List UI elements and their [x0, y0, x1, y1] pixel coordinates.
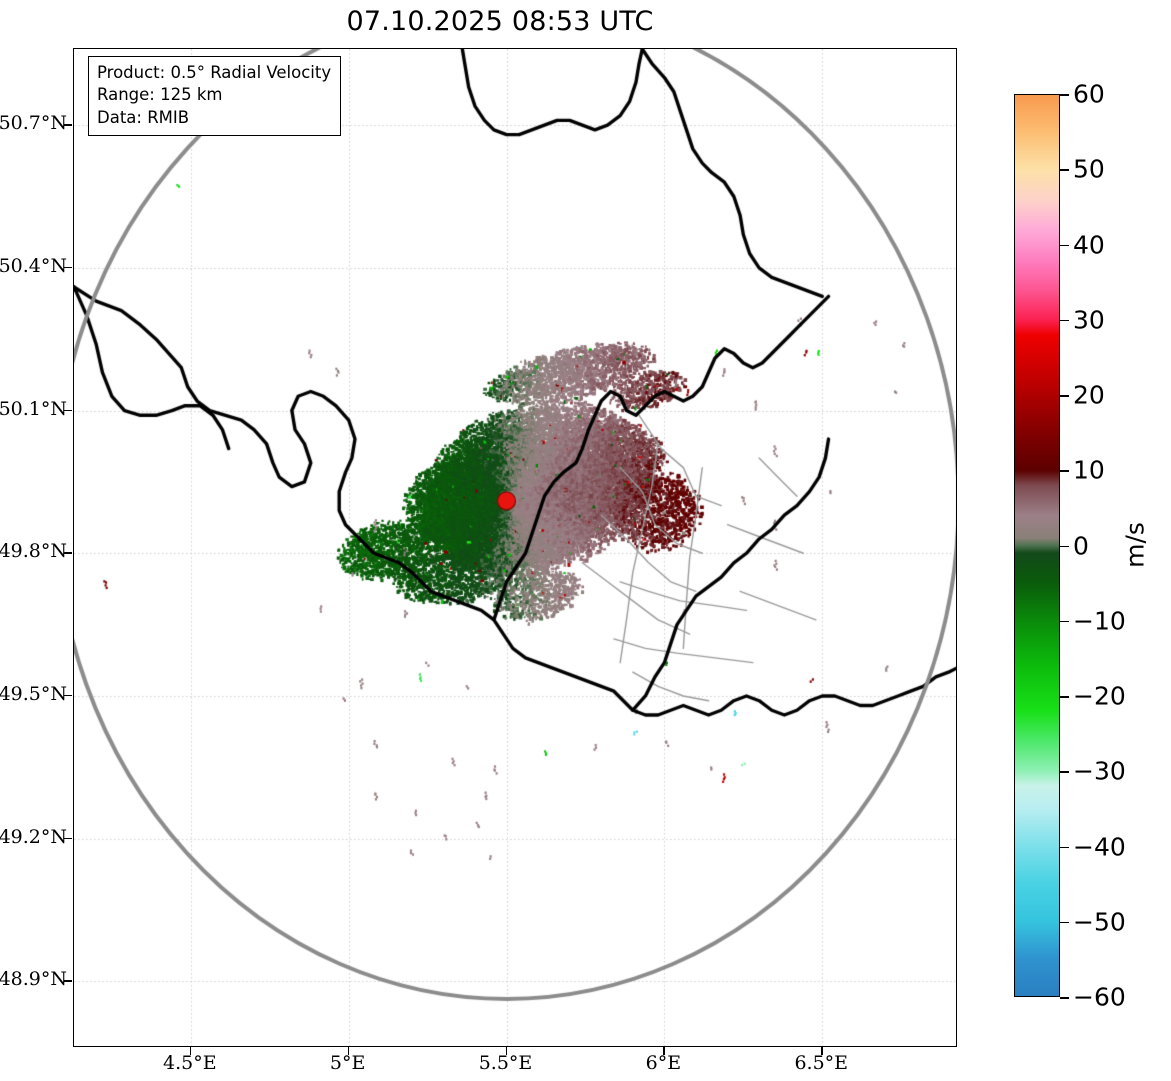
- colorbar-tick-mark: [1060, 395, 1069, 397]
- colorbar-gradient: [1015, 95, 1059, 996]
- colorbar-tick-label: 0: [1073, 531, 1089, 560]
- colorbar-tick-label: −20: [1073, 681, 1126, 711]
- y-axis-tick-label: 50.4°N: [0, 254, 67, 277]
- colorbar-tick-label: 40: [1073, 230, 1105, 259]
- colorbar-tick-mark: [1060, 696, 1069, 698]
- y-axis-tick-mark: [64, 552, 72, 554]
- x-axis-tick-mark: [347, 1047, 350, 1055]
- colorbar-tick-label: 50: [1073, 154, 1105, 184]
- colorbar-tick-mark: [1060, 921, 1069, 924]
- colorbar-tick-label: 60: [1073, 79, 1105, 109]
- colorbar-tick-mark: [1060, 997, 1069, 999]
- x-axis-tick-label: 4.5°E: [163, 1052, 217, 1074]
- colorbar-tick-mark: [1060, 470, 1069, 472]
- info-range: Range: 125 km: [97, 85, 223, 105]
- colorbar-tick-mark: [1060, 94, 1069, 96]
- radar-map-canvas[interactable]: [74, 49, 956, 1046]
- info-data: Data: RMIB: [97, 107, 190, 127]
- y-axis-tick-label: 48.9°N: [0, 968, 67, 991]
- product-info-box: Product: 0.5° Radial Velocity Range: 125…: [88, 56, 342, 137]
- info-product: Product: 0.5° Radial Velocity: [97, 63, 332, 82]
- x-axis-tick-mark: [663, 1047, 665, 1055]
- y-axis-tick-label: 50.1°N: [0, 397, 67, 420]
- y-axis-tick-mark: [64, 694, 72, 697]
- colorbar-tick-mark: [1060, 169, 1069, 171]
- y-axis-tick-label: 50.7°N: [0, 112, 67, 135]
- y-axis-tick-label: 49.5°N: [0, 682, 67, 705]
- y-axis-tick-mark: [64, 266, 72, 269]
- x-axis-tick-label: 5°E: [329, 1052, 366, 1074]
- x-axis-tick-mark: [505, 1047, 507, 1055]
- colorbar-unit-label: m/s: [1120, 522, 1150, 568]
- x-axis-tick-mark: [821, 1047, 823, 1055]
- x-axis-tick-label: 6.5°E: [794, 1052, 849, 1074]
- colorbar-tick-label: 10: [1073, 455, 1105, 485]
- colorbar-tick-mark: [1060, 846, 1069, 849]
- colorbar-tick-mark: [1060, 771, 1069, 773]
- y-axis-tick-mark: [64, 837, 72, 840]
- colorbar-tick-label: 30: [1073, 305, 1105, 335]
- y-axis-tick-mark: [64, 980, 72, 982]
- colorbar-tick-label: 20: [1073, 380, 1105, 410]
- y-axis-tick-mark: [64, 124, 72, 126]
- colorbar-tick-label: −30: [1073, 756, 1126, 786]
- y-axis-tick-mark: [64, 409, 72, 411]
- x-axis-tick-mark: [189, 1047, 192, 1055]
- colorbar-tick-label: −60: [1073, 982, 1126, 1012]
- colorbar-tick-label: −50: [1073, 907, 1126, 937]
- colorbar-tick-label: −40: [1073, 832, 1126, 861]
- colorbar-tick-label: −10: [1073, 606, 1126, 636]
- x-axis-tick-label: 6°E: [645, 1052, 682, 1074]
- colorbar-tick-mark: [1060, 244, 1069, 247]
- page-title: 07.10.2025 08:53 UTC: [346, 6, 654, 37]
- colorbar-tick-mark: [1060, 545, 1069, 548]
- velocity-colorbar[interactable]: [1014, 94, 1060, 997]
- y-axis-tick-label: 49.2°N: [0, 825, 67, 848]
- y-axis-tick-label: 49.8°N: [0, 540, 67, 563]
- colorbar-tick-mark: [1060, 620, 1069, 623]
- colorbar-tick-mark: [1060, 319, 1069, 322]
- radar-map-plot[interactable]: [73, 48, 957, 1047]
- x-axis-tick-label: 5.5°E: [478, 1052, 533, 1074]
